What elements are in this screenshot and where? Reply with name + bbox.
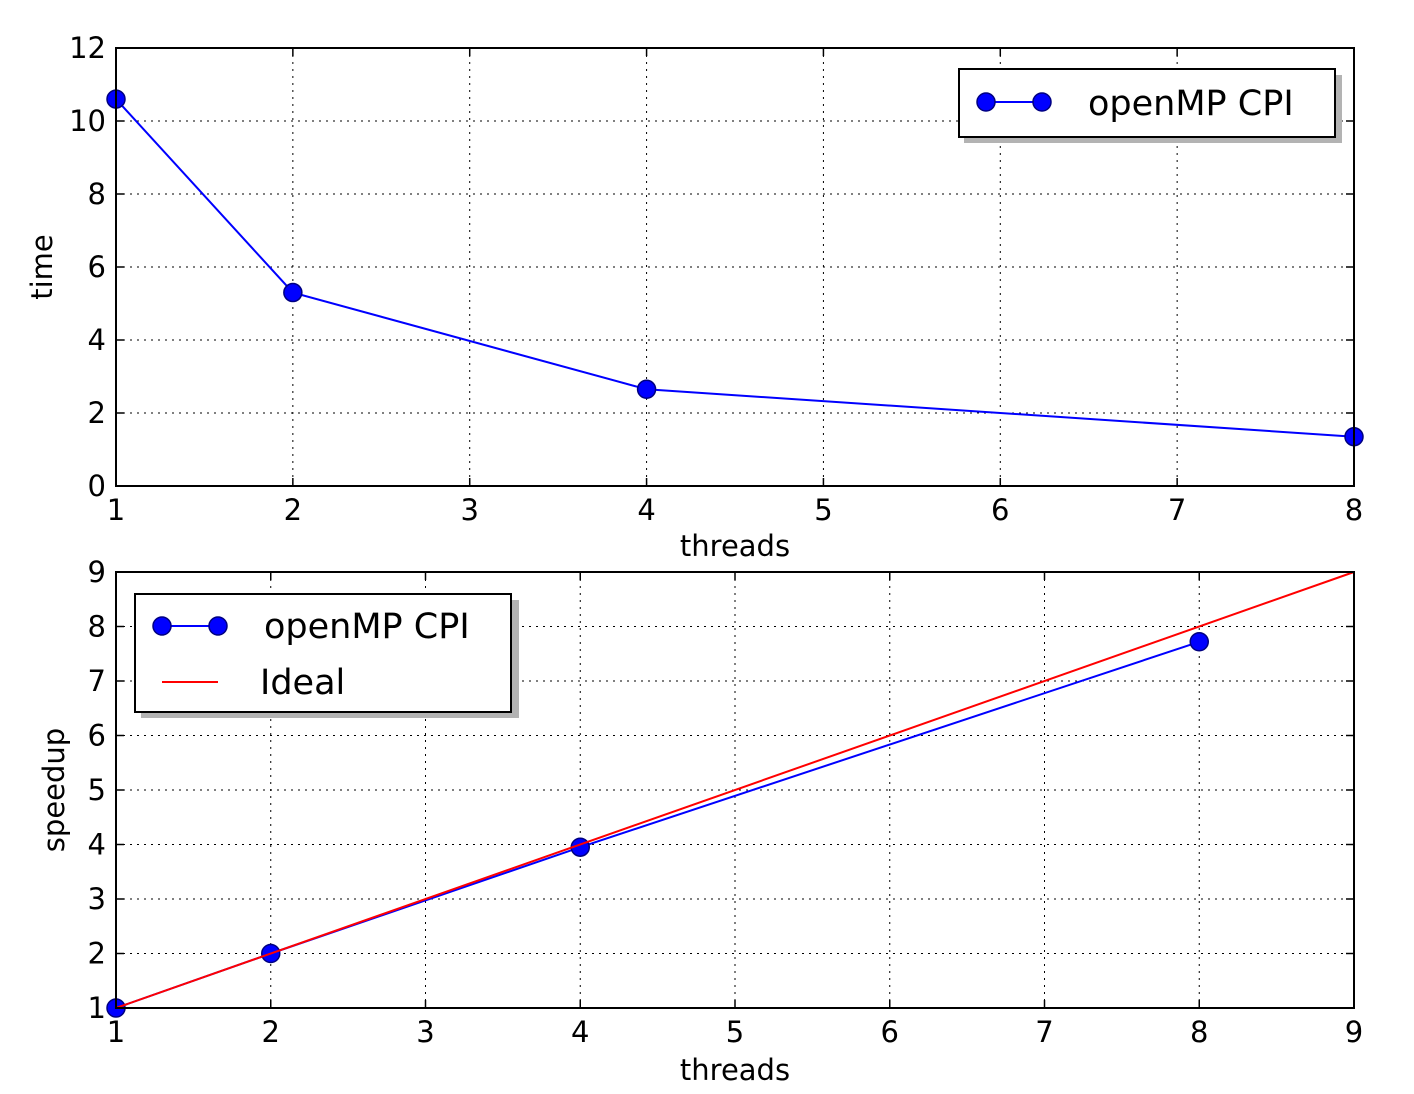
time-y-tick-label: 10 xyxy=(69,104,106,138)
time-data-point-openmp-cpi xyxy=(636,379,657,400)
time-y-tick-label: 4 xyxy=(88,323,106,357)
speedup-ticks: 1 2 3 4 5 6 7 8 9 1 2 3 4 5 6 7 8 9 xyxy=(88,555,1364,1049)
time-y-tick-label: 6 xyxy=(88,250,106,284)
speedup-y-tick-label: 9 xyxy=(88,555,106,589)
speedup-data-point-openmp-cpi xyxy=(1189,632,1209,652)
time-x-tick-label: 8 xyxy=(1345,493,1363,527)
speedup-series xyxy=(106,571,1355,1018)
speedup-legend-label-openmp: openMP CPI xyxy=(264,607,470,647)
speedup-x-tick-label: 2 xyxy=(262,1015,280,1049)
speedup-legend: openMP CPI Ideal xyxy=(134,593,519,718)
time-y-tick-label: 8 xyxy=(88,177,106,211)
time-y-tick-label: 0 xyxy=(88,469,106,503)
time-data-point-openmp-cpi xyxy=(283,282,303,303)
speedup-y-tick-label: 7 xyxy=(88,664,106,698)
speedup-series-line-ideal xyxy=(115,571,1355,1009)
speedup-y-tick-label: 8 xyxy=(88,610,106,644)
speedup-y-tick-label: 1 xyxy=(88,991,106,1025)
time-legend-marker-openmp xyxy=(976,92,996,112)
speedup-y-axis-label: speedup xyxy=(37,728,71,852)
speedup-y-tick-label: 6 xyxy=(88,719,106,753)
time-legend-marker-openmp xyxy=(1032,92,1052,112)
time-x-tick-label: 1 xyxy=(107,493,125,527)
speedup-x-tick-label: 4 xyxy=(571,1015,589,1049)
time-x-tick-label: 7 xyxy=(1168,493,1186,527)
speedup-y-tick-label: 2 xyxy=(88,937,106,971)
speedup-y-tick-label: 4 xyxy=(88,828,106,862)
speedup-x-tick-label: 7 xyxy=(1035,1015,1053,1049)
time-x-tick-label: 4 xyxy=(637,493,655,527)
speedup-x-tick-label: 1 xyxy=(107,1015,125,1049)
time-series-line-openmp-cpi xyxy=(115,98,1355,438)
speedup-y-tick-label: 5 xyxy=(88,773,106,807)
time-y-axis-label: time xyxy=(25,234,59,300)
time-legend-label-openmp: openMP CPI xyxy=(1088,84,1294,124)
time-x-tick-label: 2 xyxy=(284,493,302,527)
time-x-tick-label: 5 xyxy=(814,493,832,527)
time-x-axis-label: threads xyxy=(680,529,790,563)
speedup-x-tick-label: 6 xyxy=(881,1015,899,1049)
time-y-tick-label: 2 xyxy=(88,396,106,430)
speedup-x-tick-label: 3 xyxy=(416,1015,434,1049)
speedup-legend-box xyxy=(134,593,512,713)
speedup-x-tick-label: 9 xyxy=(1345,1015,1363,1049)
speedup-x-tick-label: 5 xyxy=(726,1015,744,1049)
time-y-tick-label: 12 xyxy=(69,31,106,65)
speedup-chart: 1 2 3 4 5 6 7 8 9 1 2 3 4 5 6 7 8 9 threads speedup openM… xyxy=(37,555,1363,1087)
speedup-legend-label-ideal: Ideal xyxy=(260,663,345,703)
speedup-legend-marker-openmp xyxy=(152,616,172,636)
speedup-legend-marker-openmp xyxy=(208,616,228,636)
speedup-y-tick-label: 3 xyxy=(88,882,106,916)
time-x-tick-label: 6 xyxy=(991,493,1009,527)
time-x-tick-label: 3 xyxy=(460,493,478,527)
speedup-x-axis-label: threads xyxy=(680,1053,790,1087)
speedup-x-tick-label: 8 xyxy=(1190,1015,1208,1049)
time-legend: openMP CPI xyxy=(958,68,1342,143)
